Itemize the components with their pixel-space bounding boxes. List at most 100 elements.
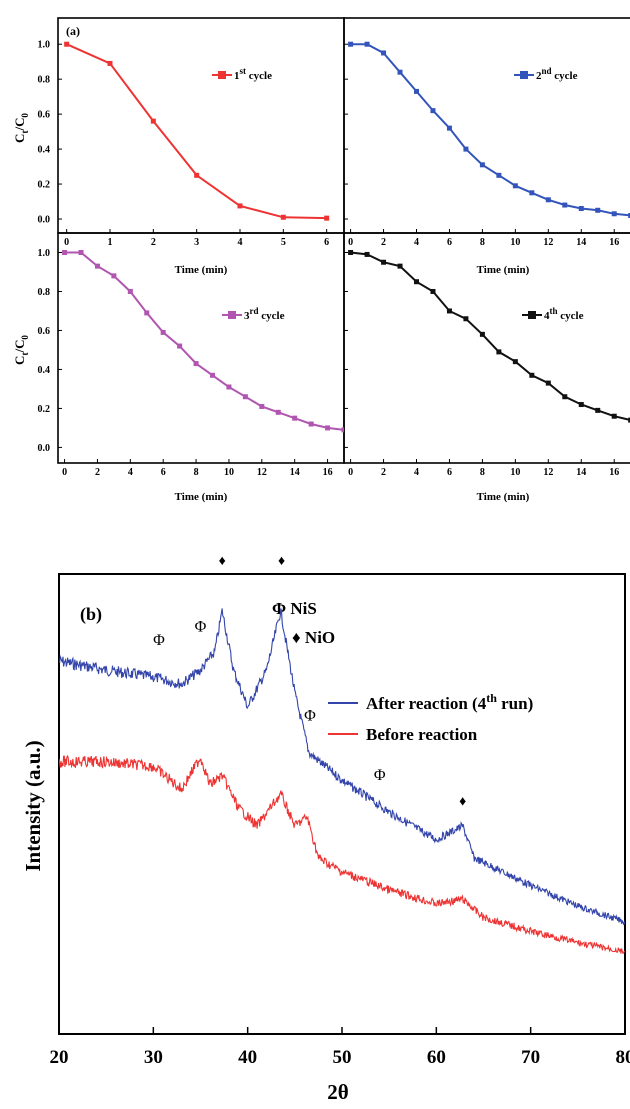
data-point — [348, 41, 354, 47]
legend-label: 4th cycle — [544, 306, 584, 322]
y-tick-label: 0.6 — [38, 110, 51, 121]
legend-label: 3rd cycle — [244, 306, 285, 322]
data-point — [545, 197, 551, 203]
legend-label: After reaction (4th run) — [366, 691, 533, 713]
x-tick-label: 2 — [151, 237, 156, 248]
data-point — [64, 41, 70, 47]
x-tick-label: 16 — [609, 237, 619, 248]
y-tick-label: 0.4 — [38, 145, 51, 156]
panel-label-a: (a) — [66, 24, 80, 38]
data-point — [446, 125, 452, 131]
data-point — [107, 60, 113, 66]
data-point — [529, 190, 535, 196]
data-point — [94, 263, 100, 269]
series-line — [350, 251, 630, 421]
xrd-trace-after — [59, 608, 625, 926]
data-point — [292, 415, 298, 421]
legend-swatch-marker — [228, 311, 236, 319]
data-point — [210, 372, 216, 378]
y-axis-label-bottom: Ct/C0 — [12, 335, 30, 365]
data-point — [348, 249, 354, 255]
plot-frame-a1 — [57, 17, 345, 234]
y-tick-label: 0.2 — [38, 180, 51, 191]
data-point — [545, 380, 551, 386]
legend-swatch-marker — [520, 71, 528, 79]
data-point — [242, 394, 248, 400]
data-point — [463, 146, 469, 152]
x-tick-label: 3 — [194, 237, 199, 248]
y-tick-label: 1.0 — [38, 40, 51, 51]
data-point — [463, 316, 469, 322]
x-tick-label: 14 — [576, 237, 586, 248]
data-point — [364, 41, 370, 47]
phase-legend-nis: Φ NiS — [272, 599, 317, 618]
data-point — [628, 213, 630, 219]
x-tick-label: 30 — [144, 1047, 163, 1068]
chart-cycle-1: 0 1 2 3 4 5 6 0.0 0.2 0.4 0.6 0.8 1.0 1st cycle — [38, 40, 330, 248]
data-point — [414, 279, 419, 285]
nio-peak-marker: ♦ — [278, 554, 285, 569]
x-tick-label: 4 — [128, 467, 133, 478]
x-tick-label: 6 — [447, 237, 452, 248]
y-tick-label: 1.0 — [38, 248, 51, 259]
x-tick-label: 14 — [576, 467, 586, 478]
legend-swatch-marker — [528, 311, 536, 319]
y-axis-label-b: Intensity (a.u.) — [21, 740, 45, 871]
x-tick-label: 0 — [64, 237, 69, 248]
data-point — [512, 359, 518, 365]
data-point — [111, 273, 117, 279]
panel-a: (a) Ct/C0 Ct/C0 Time (min) Time (min) Ti… — [12, 17, 630, 503]
x-tick-label: 1 — [108, 237, 113, 248]
x-tick-label: 0 — [62, 467, 67, 478]
x-tick-label: 12 — [543, 237, 553, 248]
x-tick-label: 2 — [381, 237, 386, 248]
nis-peak-marker: Φ — [374, 767, 386, 784]
data-point — [496, 349, 502, 355]
x-tick-label: 80 — [616, 1047, 630, 1068]
data-point — [259, 403, 265, 409]
nio-peak-marker: ♦ — [219, 554, 226, 569]
x-tick-label: 10 — [224, 467, 234, 478]
data-point — [275, 409, 281, 415]
x-tick-label: 6 — [447, 467, 452, 478]
x-tick-label: 4 — [414, 237, 419, 248]
nis-peak-marker: Φ — [304, 708, 316, 725]
legend-swatch-marker — [218, 71, 226, 79]
plot-frame-a4 — [343, 232, 630, 464]
x-tick-label: 5 — [281, 237, 286, 248]
xrd-trace-before — [59, 754, 625, 955]
x-tick-label: 16 — [323, 467, 333, 478]
data-point — [381, 259, 387, 265]
data-point — [397, 263, 403, 269]
data-point — [479, 331, 485, 337]
plot-frame-b — [58, 573, 626, 1035]
chart-cycle-2: 0 2 4 6 8 10 12 14 16 2nd cycle — [344, 41, 630, 248]
x-tick-label: 6 — [161, 467, 166, 478]
chart-cycle-4: 0 2 4 6 8 10 12 14 16 4th cycle — [344, 249, 630, 478]
data-point — [562, 202, 568, 208]
data-point — [144, 310, 150, 316]
x-axis-label-a1: Time (min) — [175, 264, 228, 276]
data-point — [562, 394, 568, 400]
data-point — [529, 372, 535, 378]
x-tick-label: 16 — [609, 467, 619, 478]
data-point — [324, 215, 330, 221]
y-tick-label: 0.8 — [38, 75, 51, 86]
data-point — [226, 384, 232, 390]
data-point — [479, 162, 485, 168]
legend-label: Before reaction — [366, 725, 478, 744]
x-axis-label-a2: Time (min) — [477, 264, 530, 276]
data-point — [578, 206, 584, 212]
series-line — [350, 43, 630, 217]
x-tick-label: 8 — [480, 237, 485, 248]
chart-cycle-3: 0 2 4 6 8 10 12 14 16 0.0 0.2 0.4 0.6 0.8 1.0 3rd cycle — [38, 248, 344, 478]
x-tick-label: 70 — [521, 1047, 540, 1068]
x-tick-label: 8 — [194, 467, 199, 478]
y-tick-label: 0.6 — [38, 326, 51, 337]
data-point — [430, 108, 436, 114]
data-point — [160, 329, 166, 335]
x-tick-label: 0 — [348, 237, 353, 248]
x-tick-label: 8 — [480, 467, 485, 478]
y-tick-label: 0.2 — [38, 404, 51, 415]
legend-label: 2nd cycle — [536, 66, 578, 82]
